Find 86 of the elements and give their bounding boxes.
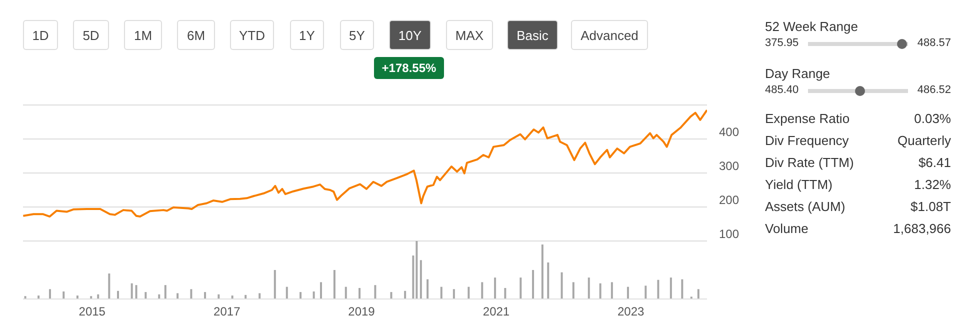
bar [358,288,361,299]
text: Yield (TTM) [765,177,832,192]
text: +178.55% [374,57,444,79]
y-tick-label: 400 [719,125,740,139]
bar [626,286,629,299]
bar [48,289,51,299]
y-tick-label: 200 [719,193,740,207]
text: $6.41 [918,155,951,170]
bar [610,282,613,299]
bar [697,289,700,299]
bar [599,283,602,299]
x-tick-label: 2019 [348,304,376,319]
bar [504,288,506,299]
bar [520,278,522,299]
bar [468,286,470,299]
text: Basic [507,20,558,50]
text: 1D [23,20,58,50]
text: 485.40 [765,84,799,96]
bar [532,270,534,299]
text: MAX [446,20,493,50]
text: 10Y [389,20,431,50]
bar [560,272,563,299]
text: Quarterly [898,133,951,148]
bar [572,282,574,299]
bar [108,273,110,299]
text: 486.52 [917,84,951,96]
bar [333,270,336,299]
text: Volume [765,221,808,236]
bar [440,286,442,299]
bar [164,285,166,299]
text: YTD [230,20,274,50]
bar [670,278,672,299]
bar [681,279,684,299]
text: 1Y [290,20,324,50]
bar [344,286,347,299]
bar [541,244,544,299]
x-tick-label: 2017 [214,304,241,319]
text: 1M [124,20,162,50]
bar [190,289,192,299]
bar [644,286,647,299]
text: Advanced [571,20,648,50]
bar [481,282,484,299]
text: $1.08T [910,199,951,214]
text: 52 Week Range [765,19,858,34]
bar [494,278,496,299]
x-tick-label: 2023 [618,304,645,319]
bar [62,291,65,299]
bar [416,241,418,299]
bar [404,290,406,299]
text: 1.32% [914,177,951,192]
bar [452,289,455,299]
text: Div Frequency [765,133,849,148]
bar [117,290,120,299]
text: 6M [177,20,215,50]
text: Expense Ratio [765,111,850,126]
bar [300,292,302,299]
bar [176,293,179,299]
bar [420,260,422,299]
bar [657,280,660,299]
bar [286,286,288,299]
text: Day Range [765,66,830,81]
text: Div Rate (TTM) [765,155,854,170]
bar [320,282,322,299]
bar [312,291,315,299]
bar [144,292,147,299]
bar [258,293,261,299]
y-tick-label: 100 [719,227,740,241]
text: 5D [73,20,109,50]
bar [547,262,550,299]
text: 488.57 [917,37,951,49]
text: 5Y [340,20,374,50]
bar [588,278,590,299]
text: 375.95 [765,37,799,49]
text: Assets (AUM) [765,199,846,214]
y-tick-label: 300 [719,159,740,173]
text: 0.03% [914,111,951,126]
bar [204,292,206,299]
x-tick-label: 2021 [482,304,510,319]
bar [390,292,392,299]
bar [135,285,138,299]
text: 1,683,966 [893,221,951,236]
x-tick-label: 2015 [78,304,106,319]
bar [130,283,133,299]
bar [374,285,376,299]
bar [426,279,429,299]
bar [274,270,276,299]
